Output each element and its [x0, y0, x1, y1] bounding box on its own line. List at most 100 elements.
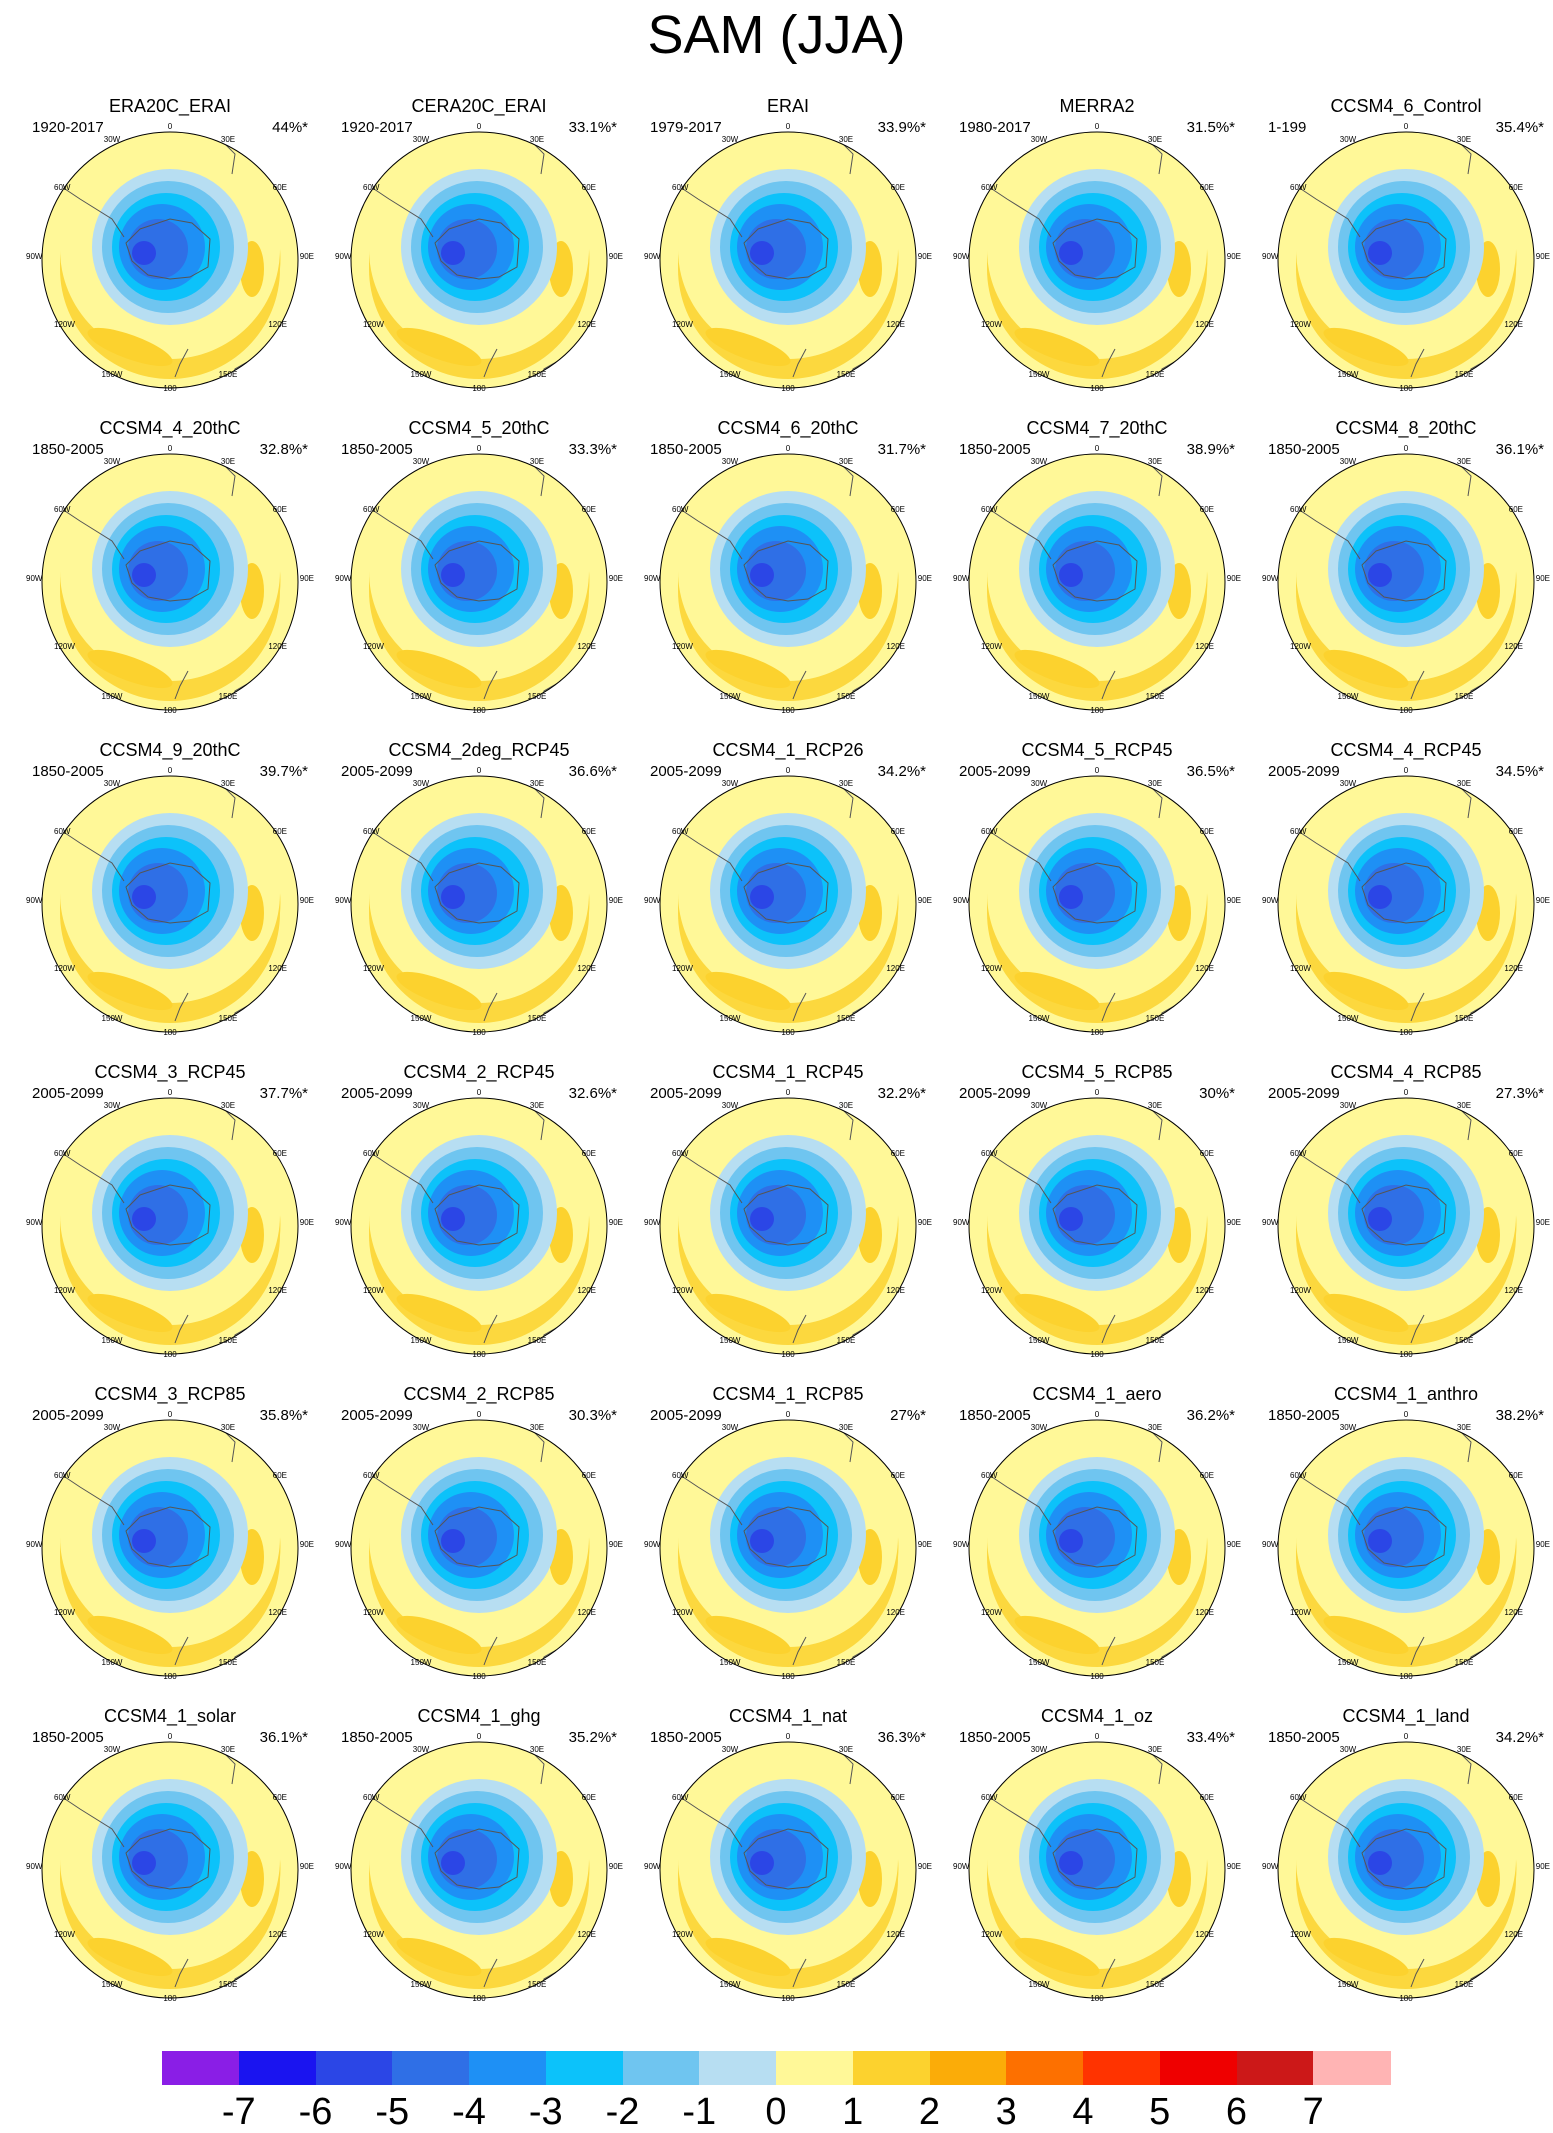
longitude-label: 180	[781, 1672, 795, 1681]
longitude-label: 150W	[1029, 1658, 1050, 1667]
longitude-label: 150W	[720, 692, 741, 701]
panel-title: CCSM4_1_nat	[728, 1706, 848, 1726]
longitude-label: 60E	[1509, 827, 1523, 836]
longitude-label: 120E	[268, 1608, 287, 1617]
map-panel: CCSM4_3_RCP45 2005-2099 37.7%* 0 30W 30E 60W 60…	[20, 1061, 320, 1383]
south-america-coastline	[976, 822, 1052, 882]
antarctica-coastline	[434, 1828, 520, 1890]
longitude-label: 30W	[1340, 1745, 1357, 1754]
panel-variance: 36.1%*	[259, 1729, 308, 1746]
longitude-label: 180	[472, 1994, 486, 2003]
negative-anomaly-core	[1059, 1529, 1083, 1553]
positive-anomaly-patch	[1014, 649, 1100, 689]
antarctica-coastline	[434, 218, 520, 280]
longitude-label: 0	[1095, 1732, 1100, 1741]
longitude-label: 30E	[530, 135, 544, 144]
panel-variance: 36.2%*	[1186, 1407, 1235, 1424]
longitude-label: 0	[477, 1732, 482, 1741]
longitude-label: 150E	[837, 1336, 856, 1345]
longitude-label: 120E	[886, 1286, 905, 1295]
longitude-label: 60E	[273, 827, 287, 836]
longitude-label: 180	[1090, 706, 1104, 715]
south-america-coastline	[1285, 1788, 1361, 1848]
polar-map: 0 30W 30E 60W 60E 90W 90E 120W 120E 150W 150E 180	[1262, 1410, 1550, 1681]
panel-title: CERA20C_ERAI	[411, 96, 547, 116]
longitude-label: 150W	[411, 1014, 432, 1023]
panel-period: 2005-2099	[1268, 1085, 1340, 1102]
longitude-label: 150E	[837, 370, 856, 379]
south-america-coastline	[358, 178, 434, 238]
panel-title: CCSM4_5_20thC	[408, 418, 550, 438]
negative-anomaly-core	[750, 1529, 774, 1553]
longitude-label: 180	[472, 1350, 486, 1359]
panel-period: 1979-2017	[650, 119, 722, 136]
antarctica-coastline	[743, 862, 829, 924]
map-panel: CCSM4_8_20thC 1850-2005 36.1%* 0 30W 30E 60W 60…	[1256, 417, 1553, 739]
longitude-label: 30E	[1148, 457, 1162, 466]
colorbar-tick-label: -2	[605, 2091, 640, 2133]
longitude-label: 150E	[219, 370, 238, 379]
longitude-label: 90W	[644, 1540, 661, 1549]
antarctica-coastline	[125, 540, 211, 602]
longitude-label: 60W	[1290, 1149, 1307, 1158]
new-zealand-coastline	[792, 1958, 807, 1988]
longitude-label: 120E	[1195, 964, 1214, 973]
longitude-label: 30E	[530, 457, 544, 466]
colorbar-segment	[852, 2051, 930, 2085]
longitude-label: 60W	[981, 505, 998, 514]
longitude-label: 150W	[1029, 370, 1050, 379]
panel-period: 1850-2005	[341, 1729, 413, 1746]
longitude-label: 0	[1404, 1410, 1409, 1419]
positive-anomaly-patch	[1323, 649, 1409, 689]
south-america-coastline	[49, 822, 125, 882]
colorbar-tick-label: 4	[1072, 2091, 1094, 2133]
map-border	[41, 1741, 299, 1999]
panel-variance: 31.7%*	[877, 441, 926, 458]
longitude-label: 150W	[720, 370, 741, 379]
new-zealand-coastline	[792, 1314, 807, 1344]
longitude-label: 150E	[219, 692, 238, 701]
new-zealand-coastline	[792, 670, 807, 700]
panel-title: CCSM4_1_RCP26	[712, 740, 864, 760]
longitude-label: 120E	[268, 1286, 287, 1295]
positive-anomaly-patch	[87, 327, 173, 367]
panel-title: ERA20C_ERAI	[108, 96, 232, 116]
map-panel: CCSM4_5_RCP45 2005-2099 36.5%* 0 30W 30E 60W 60…	[947, 739, 1247, 1061]
positive-anomaly-patch	[396, 1937, 482, 1977]
colorbar-tick-label: -7	[221, 2091, 256, 2133]
new-zealand-coastline	[483, 1636, 498, 1666]
panel-variance: 35.8%*	[259, 1407, 308, 1424]
panel-variance: 30.3%*	[568, 1407, 617, 1424]
antarctica-coastline	[743, 1506, 829, 1568]
longitude-label: 180	[1399, 1028, 1413, 1037]
longitude-label: 0	[1404, 444, 1409, 453]
longitude-label: 30W	[1340, 1423, 1357, 1432]
negative-anomaly-core	[132, 1851, 156, 1875]
longitude-label: 90W	[335, 252, 352, 261]
longitude-label: 90E	[918, 252, 932, 261]
map-border	[968, 1097, 1226, 1355]
longitude-label: 30E	[530, 779, 544, 788]
longitude-label: 180	[1090, 1672, 1104, 1681]
longitude-label: 90E	[1536, 1218, 1550, 1227]
longitude-label: 120W	[54, 642, 75, 651]
longitude-label: 120W	[54, 964, 75, 973]
colorbar-segment	[1006, 2051, 1084, 2085]
longitude-label: 60E	[1509, 505, 1523, 514]
longitude-label: 150W	[1029, 1336, 1050, 1345]
longitude-label: 90W	[644, 574, 661, 583]
longitude-label: 30W	[722, 1101, 739, 1110]
longitude-label: 150E	[1146, 1980, 1165, 1989]
polar-map: 0 30W 30E 60W 60E 90W 90E 120W 120E 150W 150E 180	[644, 1732, 932, 2003]
longitude-label: 120E	[577, 1286, 596, 1295]
longitude-label: 120W	[672, 320, 693, 329]
longitude-label: 60E	[273, 505, 287, 514]
map-border	[41, 131, 299, 389]
longitude-label: 90W	[953, 574, 970, 583]
longitude-label: 60E	[1509, 183, 1523, 192]
longitude-label: 150E	[1146, 1014, 1165, 1023]
polar-map: 0 30W 30E 60W 60E 90W 90E 120W 120E 150W 150E 180	[1262, 122, 1550, 393]
colorbar-segment	[929, 2051, 1007, 2085]
negative-anomaly-core	[132, 1529, 156, 1553]
longitude-label: 90E	[300, 574, 314, 583]
